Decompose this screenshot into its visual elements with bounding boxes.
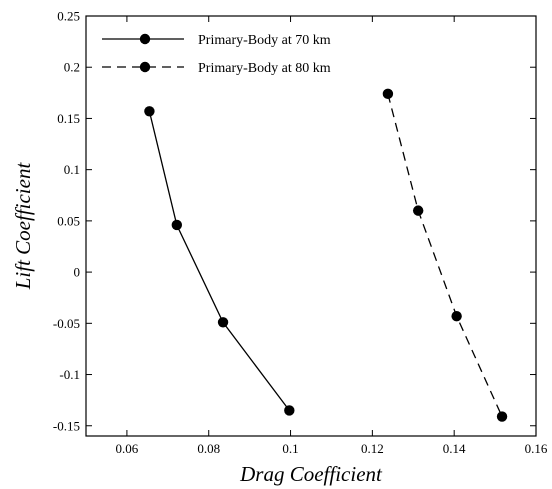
series-2-point	[496, 411, 508, 422]
legend: Primary-Body at 70 km Primary-Body at 80 …	[102, 33, 331, 76]
series-2-point	[382, 88, 394, 100]
plot-frame	[85, 15, 537, 437]
legend-marker-1	[139, 33, 151, 45]
series-1-point	[171, 219, 183, 231]
y-tick-label: 0.15	[57, 111, 80, 126]
series-layer	[144, 88, 508, 422]
y-tick-label: 0.05	[57, 213, 80, 228]
series-2-point	[451, 310, 462, 322]
x-axis-title: Drag Coefficient	[239, 462, 383, 486]
y-tick-label: 0.25	[57, 9, 80, 24]
y-tick-label: 0	[74, 265, 81, 280]
x-tick-label: 0.1	[282, 441, 298, 456]
series-line-2	[387, 93, 503, 417]
y-tick-label: -0.15	[53, 418, 80, 433]
x-tick-label: 0.16	[525, 441, 548, 456]
y-tick-label: -0.05	[53, 316, 80, 331]
legend-label-2: Primary-Body at 80 km	[198, 61, 331, 76]
series-2-point	[412, 205, 424, 216]
legend-label-1: Primary-Body at 70 km	[198, 33, 331, 48]
legend-marker-2	[139, 61, 151, 73]
x-tick-label: 0.14	[443, 441, 466, 456]
y-tick-label: 0.2	[64, 60, 80, 75]
x-tick-label: 0.06	[116, 441, 139, 456]
x-tick-label: 0.08	[197, 441, 220, 456]
series-1-point	[284, 405, 295, 416]
series-line-1	[148, 111, 290, 411]
x-tick-label: 0.12	[361, 441, 384, 456]
series-1-point	[217, 317, 229, 328]
y-tick-label: 0.1	[64, 162, 80, 177]
y-axis-title: Lift Coefficient	[11, 162, 35, 291]
axis-ticks: 0.06 0.08 0.1 0.12 0.14 0.16 -0.15 -0.1 -0.05 0 0.…	[53, 9, 548, 457]
series-1-point	[144, 106, 155, 117]
y-tick-label: -0.1	[59, 367, 80, 382]
